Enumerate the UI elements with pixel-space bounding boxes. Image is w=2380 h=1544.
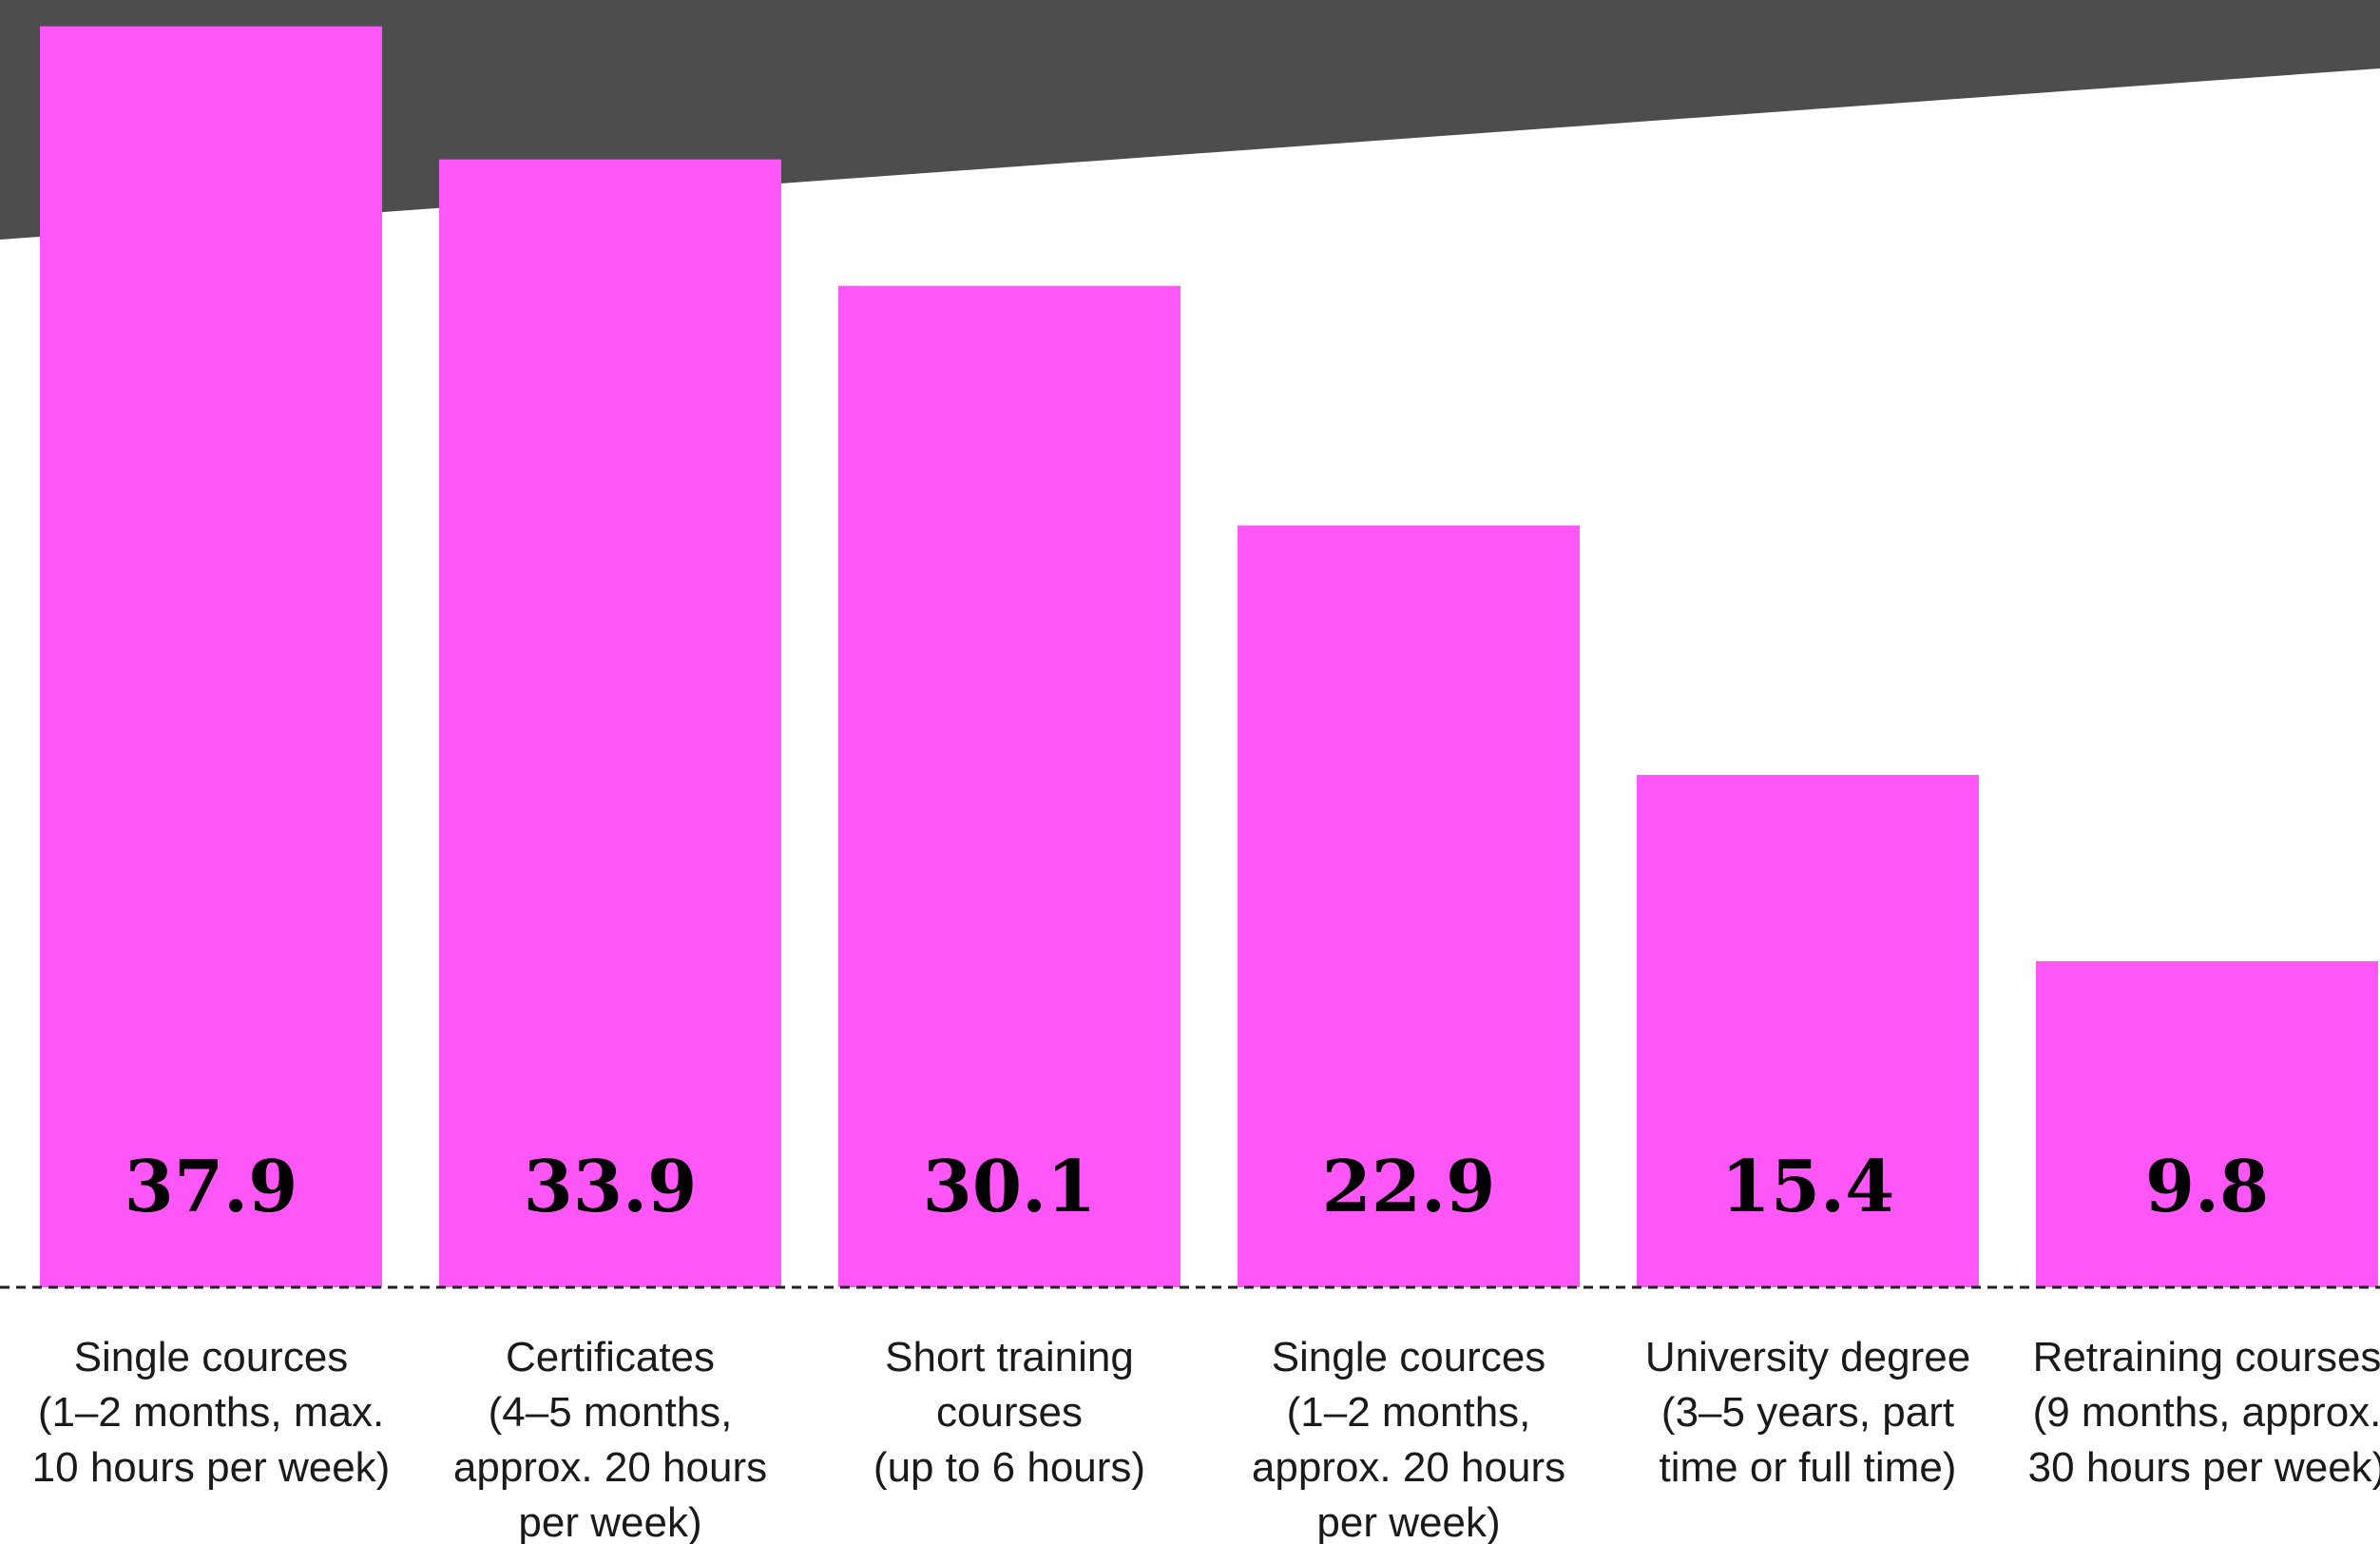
bar-value-label: 22.9 <box>1322 1145 1496 1228</box>
category-label-line: approx. 20 hours <box>1252 1444 1565 1491</box>
category-label-line: 30 hours per week) <box>2028 1444 2380 1491</box>
category-label-line: time or full time) <box>1660 1444 1957 1491</box>
category-label-line: courses <box>936 1389 1083 1436</box>
bar-1 <box>40 26 382 1288</box>
category-label-line: (1–2 months, <box>1287 1389 1531 1436</box>
category-label-line: (9 months, approx. <box>2033 1389 2380 1436</box>
category-label: University degree (3–5 years, part time or… <box>1645 1334 1970 1491</box>
category-label-line: Retraining courses <box>2033 1334 2380 1380</box>
bar-value-label: 30.1 <box>923 1145 1097 1228</box>
category-label-line: per week) <box>518 1499 701 1544</box>
category-label-line: (4–5 months, <box>489 1389 733 1436</box>
category-label: Single cources (1–2 months, approx. 20 hou… <box>1252 1334 1565 1544</box>
bar-5 <box>1637 775 1979 1287</box>
bar-value-label: 33.9 <box>524 1145 698 1228</box>
category-label-line: Certificates <box>506 1334 715 1380</box>
value-labels-group: 37.9 33.9 30.1 22.9 15.4 9.8 <box>125 1145 2270 1228</box>
category-label-line: per week) <box>1316 1499 1500 1544</box>
category-label-line: 10 hours per week) <box>32 1444 391 1491</box>
category-label: Retraining courses (9 months, approx. 30 h… <box>2028 1334 2380 1491</box>
bar-value-label: 37.9 <box>125 1145 298 1228</box>
category-label-line: University degree <box>1645 1334 1970 1380</box>
category-label-line: Single cources <box>1272 1334 1546 1380</box>
category-label-line: (3–5 years, part <box>1661 1389 1954 1436</box>
category-label-line: (up to 6 hours) <box>873 1444 1145 1491</box>
bars-group <box>40 26 2378 1288</box>
category-label-line: Single cources <box>74 1334 349 1380</box>
category-labels-group: Single cources (1–2 months, max. 10 hours … <box>32 1334 2380 1544</box>
bar-3 <box>838 285 1180 1287</box>
bar-4 <box>1238 525 1580 1287</box>
category-label-line: (1–2 months, max. <box>38 1389 384 1436</box>
bar-6 <box>2036 961 2378 1287</box>
category-label: Short training courses (up to 6 hours) <box>873 1334 1145 1491</box>
bar-value-label: 9.8 <box>2145 1145 2269 1228</box>
category-label: Certificates (4–5 months, approx. 20 hours… <box>453 1334 767 1544</box>
category-label-line: Short training <box>885 1334 1134 1380</box>
bar-2 <box>439 159 781 1288</box>
category-label-line: approx. 20 hours <box>453 1444 767 1491</box>
bar-value-label: 15.4 <box>1721 1145 1895 1228</box>
category-label: Single cources (1–2 months, max. 10 hours … <box>32 1334 391 1491</box>
